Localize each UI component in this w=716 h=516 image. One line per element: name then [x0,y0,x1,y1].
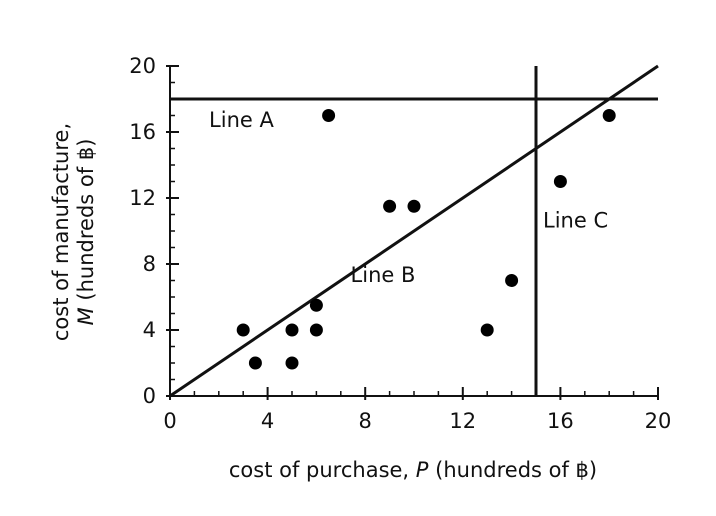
line-b [169,64,659,398]
y-tick-label: 20 [129,54,156,78]
y-tick-label: 4 [143,318,156,342]
data-point [285,356,299,370]
data-point [309,298,323,312]
data-point [285,323,299,337]
data-point [505,274,519,287]
x-tick-label: 8 [359,409,372,433]
data-point [309,323,323,337]
data-point [407,199,421,213]
x-tick-label: 0 [163,409,176,433]
x-tick-label: 12 [449,409,476,433]
x-tick-label: 16 [547,409,574,433]
line-b-label: Line B [351,263,416,287]
data-point [383,199,397,213]
data-point [248,356,262,370]
data-point [553,175,567,188]
axes: 0 4 8 12 16 20 0 4 8 12 16 20 [129,54,671,433]
y-axis-title: cost of manufacture,M (hundreds of ฿) [49,123,98,341]
line-a-label: Line A [209,108,274,132]
y-tick-label: 0 [143,384,156,408]
y-tick-label: 8 [143,252,156,276]
line-c-label: Line C [543,209,608,233]
data-point [322,109,336,122]
y-tick-label: 16 [129,120,156,144]
x-tick-label: 4 [261,409,274,433]
reference-lines [169,64,659,398]
x-tick-label: 20 [645,409,672,433]
x-axis-title: cost of purchase, P (hundreds of ฿) [229,458,597,482]
data-point [602,109,616,122]
y-tick-label: 12 [129,186,156,210]
data-points [236,109,616,370]
data-point [236,323,250,337]
data-point [480,323,494,337]
line-labels: Line A Line B Line C [209,108,608,287]
